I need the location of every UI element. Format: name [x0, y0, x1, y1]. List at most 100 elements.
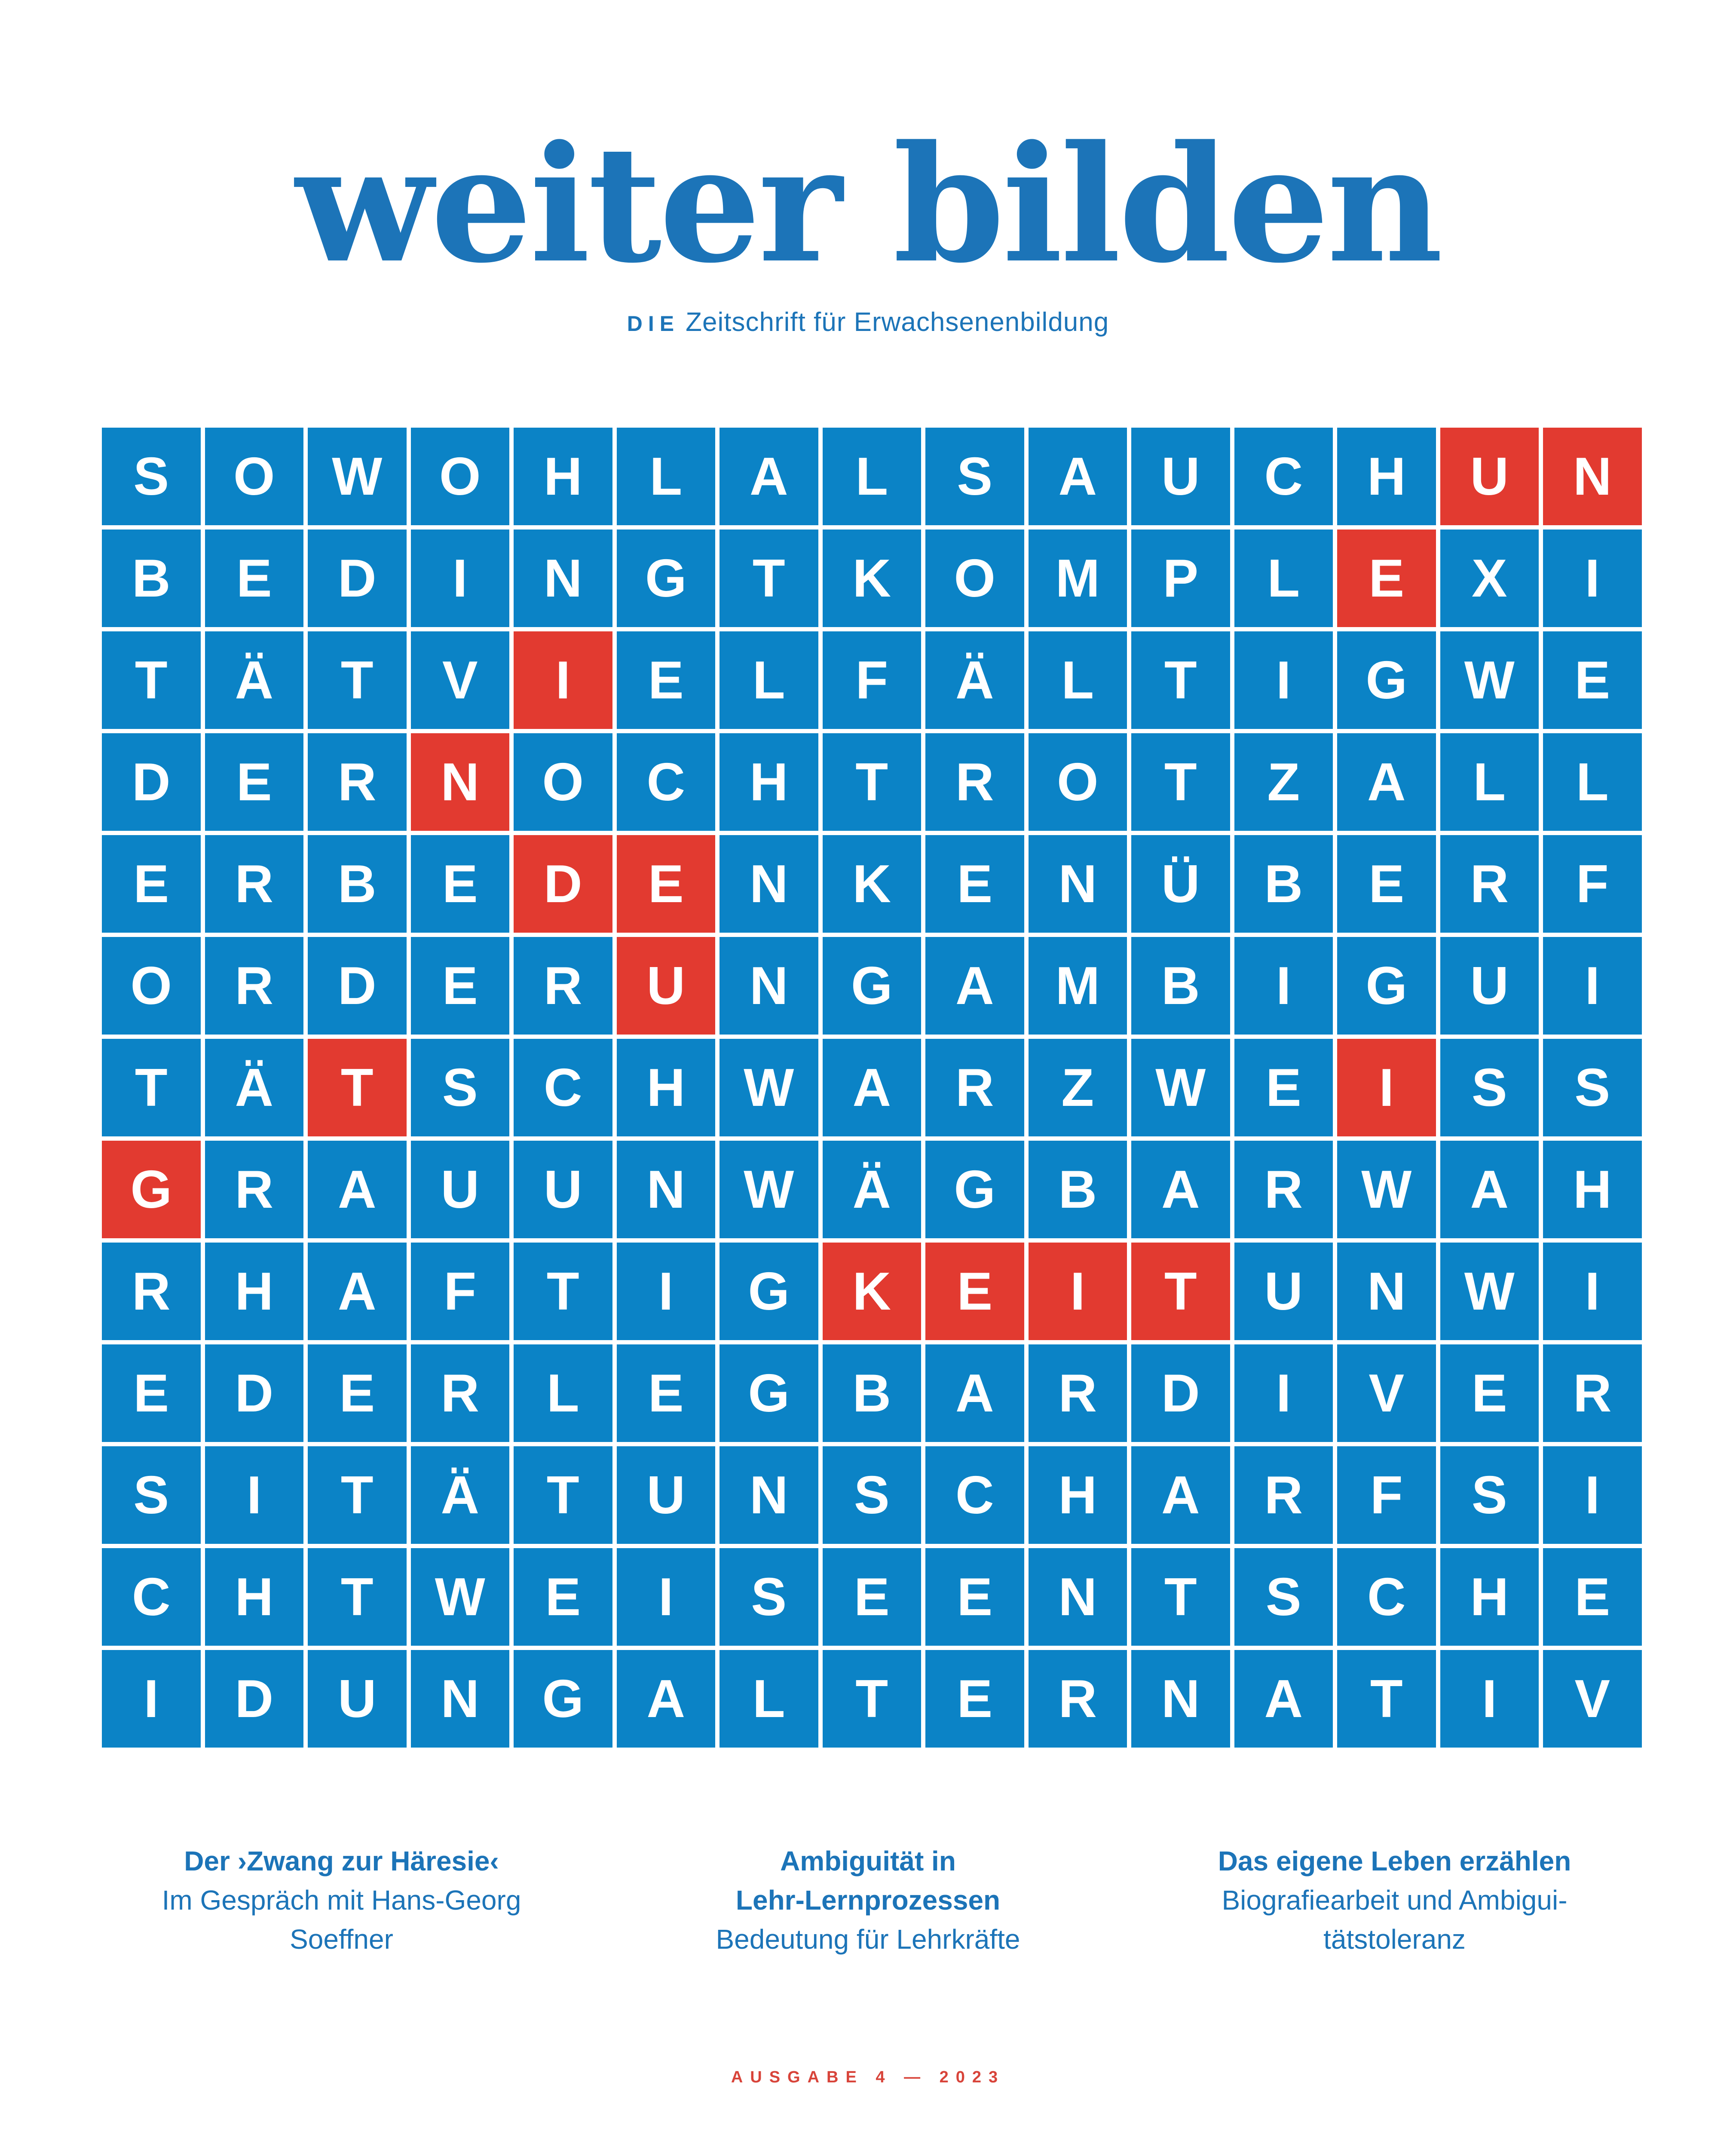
grid-cell: D	[1131, 1344, 1230, 1442]
grid-cell: N	[1131, 1650, 1230, 1748]
grid-cell: I	[616, 1243, 715, 1340]
grid-cell: N	[1028, 1548, 1127, 1646]
grid-cell: Ü	[1131, 835, 1230, 933]
grid-cell: S	[822, 1446, 921, 1544]
grid-cell: U	[616, 937, 715, 1035]
grid-cell: A	[1131, 1446, 1230, 1544]
grid-cell: T	[102, 1039, 201, 1136]
grid-cell: N	[720, 937, 818, 1035]
grid-cell: T	[102, 631, 201, 729]
grid-cell: W	[1440, 631, 1539, 729]
grid-cell: A	[1234, 1650, 1333, 1748]
grid-cell: I	[1234, 1344, 1333, 1442]
grid-cell: T	[308, 1039, 407, 1136]
grid-cell: Ä	[822, 1141, 921, 1238]
grid-cell: R	[410, 1344, 509, 1442]
grid-cell: E	[1543, 631, 1642, 729]
grid-cell: E	[410, 937, 509, 1035]
grid-cell: W	[308, 428, 407, 525]
grid-cell: W	[1131, 1039, 1230, 1136]
grid-cell: R	[1234, 1446, 1333, 1544]
grid-cell: G	[1337, 631, 1436, 729]
teaser-title-line: Der ›Zwang zur Häresie‹	[184, 1846, 499, 1877]
grid-cell: N	[1028, 835, 1127, 933]
grid-cell: T	[720, 530, 818, 627]
grid-cell: G	[720, 1344, 818, 1442]
grid-cell: A	[925, 1344, 1024, 1442]
grid-cell: H	[1440, 1548, 1539, 1646]
grid-cell: H	[1028, 1446, 1127, 1544]
grid-cell: N	[720, 835, 818, 933]
grid-cell: A	[1028, 428, 1127, 525]
grid-cell: A	[720, 428, 818, 525]
grid-cell: Ä	[205, 631, 303, 729]
grid-cell: I	[102, 1650, 201, 1748]
grid-cell: U	[410, 1141, 509, 1238]
grid-cell: U	[1131, 428, 1230, 525]
grid-cell: E	[1543, 1548, 1642, 1646]
grid-cell: R	[1543, 1344, 1642, 1442]
grid-cell: H	[616, 1039, 715, 1136]
grid-cell: D	[308, 937, 407, 1035]
grid-cell: G	[925, 1141, 1024, 1238]
grid-cell: G	[720, 1243, 818, 1340]
grid-cell: R	[925, 733, 1024, 831]
grid-cell: R	[102, 1243, 201, 1340]
grid-cell: V	[1543, 1650, 1642, 1748]
grid-cell: L	[720, 631, 818, 729]
teaser-subtitle-line: Bedeutung für Lehrkräfte	[716, 1923, 1020, 1955]
teaser: Der ›Zwang zur Häresie‹ Im Gespräch mit H…	[95, 1842, 589, 1959]
grid-cell: E	[616, 1344, 715, 1442]
grid-cell: H	[205, 1243, 303, 1340]
grid-cell: B	[1028, 1141, 1127, 1238]
grid-cell: R	[205, 937, 303, 1035]
grid-cell: X	[1440, 530, 1539, 627]
grid-cell: G	[1337, 937, 1436, 1035]
grid-cell: N	[410, 733, 509, 831]
grid-cell: Ä	[925, 631, 1024, 729]
grid-cell: I	[616, 1548, 715, 1646]
grid-cell: E	[410, 835, 509, 933]
teaser-subtitle-line: Im Gespräch mit Hans-Georg	[162, 1884, 521, 1916]
issue-label: AUSGABE 4 — 2023	[731, 2068, 1005, 2086]
grid-cell: O	[410, 428, 509, 525]
grid-cell: E	[205, 733, 303, 831]
grid-cell: E	[925, 1243, 1024, 1340]
grid-cell: W	[1440, 1243, 1539, 1340]
grid-cell: A	[1131, 1141, 1230, 1238]
grid-cell: C	[1337, 1548, 1436, 1646]
grid-cell: Ä	[205, 1039, 303, 1136]
grid-cell: K	[822, 1243, 921, 1340]
subtitle-text: Zeitschrift für Erwachsenenbildung	[686, 307, 1109, 337]
grid-cell: E	[102, 835, 201, 933]
grid-cell: K	[822, 835, 921, 933]
grid-cell: S	[720, 1548, 818, 1646]
grid-cell: I	[1543, 530, 1642, 627]
grid-cell: C	[616, 733, 715, 831]
grid-cell: L	[616, 428, 715, 525]
grid-cell: L	[720, 1650, 818, 1748]
grid-cell: T	[1131, 631, 1230, 729]
grid-cell: Ä	[410, 1446, 509, 1544]
grid-cell: C	[1234, 428, 1333, 525]
masthead: weiter bilden DIE Zeitschrift für Erwachs…	[0, 0, 1736, 337]
magazine-title: weiter bilden	[295, 110, 1443, 298]
grid-cell: G	[102, 1141, 201, 1238]
teaser-subtitle-line: tätstoleranz	[1323, 1923, 1466, 1955]
grid-cell: D	[308, 530, 407, 627]
teaser: Ambiguität in Lehr-Lernprozessen Bedeutung…	[621, 1842, 1115, 1959]
grid-cell: V	[1337, 1344, 1436, 1442]
issue-footer: AUSGABE 4 — 2023	[0, 2068, 1736, 2087]
grid-cell: E	[1234, 1039, 1333, 1136]
grid-cell: S	[1440, 1039, 1539, 1136]
grid-cell: E	[616, 631, 715, 729]
teaser-row: Der ›Zwang zur Häresie‹ Im Gespräch mit H…	[0, 1842, 1736, 1959]
grid-cell: T	[822, 733, 921, 831]
grid-cell: R	[205, 1141, 303, 1238]
grid-cell: A	[616, 1650, 715, 1748]
teaser: Das eigene Leben erzählen Biografiearbeit…	[1148, 1842, 1642, 1959]
grid-cell: W	[410, 1548, 509, 1646]
grid-cell: G	[616, 530, 715, 627]
grid-cell: K	[822, 530, 921, 627]
